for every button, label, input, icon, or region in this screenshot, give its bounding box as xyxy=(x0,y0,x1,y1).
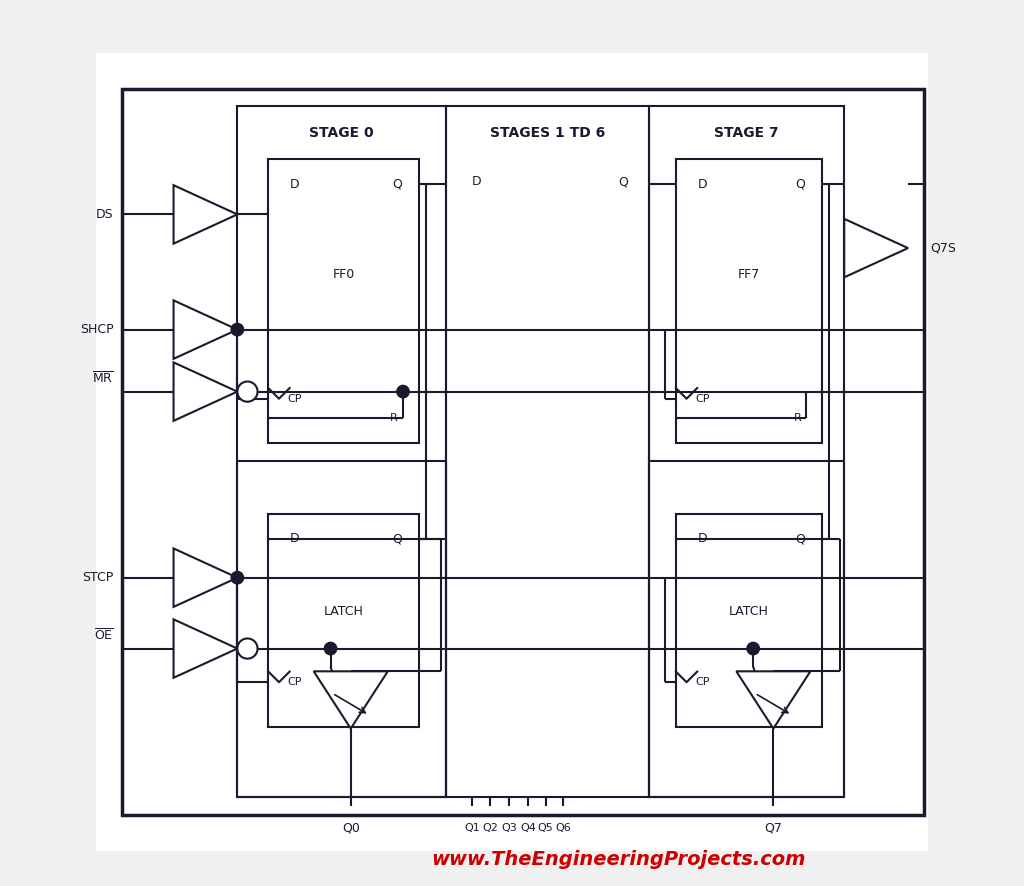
Circle shape xyxy=(746,642,760,655)
Polygon shape xyxy=(173,300,238,359)
Bar xyxy=(238,461,445,797)
Polygon shape xyxy=(736,672,810,728)
Text: CP: CP xyxy=(695,677,710,688)
Text: $\overline{\mathrm{OE}}$: $\overline{\mathrm{OE}}$ xyxy=(93,627,114,643)
Text: CP: CP xyxy=(288,677,302,688)
Bar xyxy=(445,106,649,797)
Bar xyxy=(676,514,822,727)
Text: CP: CP xyxy=(288,393,302,404)
Text: D: D xyxy=(290,178,300,190)
Text: Q4: Q4 xyxy=(520,823,536,834)
Text: Q: Q xyxy=(795,178,805,190)
Circle shape xyxy=(231,571,244,584)
Text: Q7S: Q7S xyxy=(930,242,956,254)
Polygon shape xyxy=(173,362,238,421)
Text: Q7: Q7 xyxy=(765,822,782,835)
Text: STAGE 7: STAGE 7 xyxy=(715,126,779,140)
Text: Q: Q xyxy=(617,175,628,188)
Text: D: D xyxy=(697,178,708,190)
Text: LATCH: LATCH xyxy=(324,605,364,618)
Text: Q3: Q3 xyxy=(502,823,517,834)
Circle shape xyxy=(238,639,258,658)
Polygon shape xyxy=(173,185,238,244)
Bar xyxy=(649,461,844,797)
Circle shape xyxy=(397,385,410,398)
Bar xyxy=(238,106,445,797)
Text: Q0: Q0 xyxy=(342,822,359,835)
Text: $\overline{\mathrm{MR}}$: $\overline{\mathrm{MR}}$ xyxy=(92,370,114,386)
Text: STCP: STCP xyxy=(82,571,114,584)
Text: D: D xyxy=(472,175,481,188)
Text: Q: Q xyxy=(795,532,805,545)
Bar xyxy=(676,159,822,443)
Polygon shape xyxy=(844,219,908,277)
Text: R: R xyxy=(794,413,801,424)
Text: FF7: FF7 xyxy=(738,268,760,281)
Text: STAGES 1 TD 6: STAGES 1 TD 6 xyxy=(489,126,605,140)
Text: Q5: Q5 xyxy=(538,823,554,834)
Circle shape xyxy=(231,323,244,336)
Polygon shape xyxy=(173,548,238,607)
Bar xyxy=(268,514,419,727)
Text: Q1: Q1 xyxy=(464,823,480,834)
Bar xyxy=(268,159,419,443)
Text: Q6: Q6 xyxy=(555,823,571,834)
Bar xyxy=(649,106,844,797)
Text: SHCP: SHCP xyxy=(80,323,114,336)
Text: LATCH: LATCH xyxy=(729,605,769,618)
Text: Q2: Q2 xyxy=(482,823,498,834)
Text: D: D xyxy=(290,532,300,545)
Circle shape xyxy=(238,382,258,401)
Circle shape xyxy=(325,642,337,655)
Text: CP: CP xyxy=(695,393,710,404)
Polygon shape xyxy=(313,672,388,728)
Polygon shape xyxy=(173,619,238,678)
Text: Q: Q xyxy=(392,178,401,190)
Text: DS: DS xyxy=(95,208,114,221)
Text: Q: Q xyxy=(392,532,401,545)
Text: R: R xyxy=(390,413,398,424)
Text: www.TheEngineeringProjects.com: www.TheEngineeringProjects.com xyxy=(431,850,806,869)
Text: FF0: FF0 xyxy=(333,268,354,281)
Bar xyxy=(122,89,924,815)
Text: D: D xyxy=(697,532,708,545)
Text: STAGE 0: STAGE 0 xyxy=(309,126,374,140)
